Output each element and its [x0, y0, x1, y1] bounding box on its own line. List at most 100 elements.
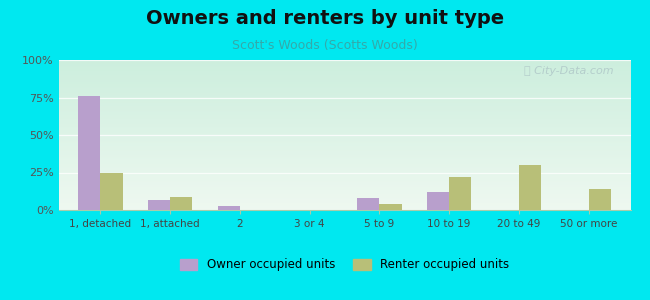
Bar	[58, 68, 630, 69]
Bar	[58, 185, 630, 186]
Bar	[58, 85, 630, 86]
Bar	[58, 209, 630, 210]
Bar	[58, 205, 630, 206]
Text: Scott's Woods (Scotts Woods): Scott's Woods (Scotts Woods)	[232, 39, 418, 52]
Bar	[58, 163, 630, 164]
Bar	[58, 153, 630, 154]
Bar	[58, 120, 630, 121]
Bar	[58, 188, 630, 189]
Bar	[58, 121, 630, 122]
Bar	[427, 192, 449, 210]
Bar	[58, 146, 630, 147]
Bar	[148, 200, 170, 210]
Bar	[58, 118, 630, 119]
Bar	[58, 64, 630, 65]
Bar	[58, 159, 630, 160]
Bar	[58, 81, 630, 82]
Bar	[58, 150, 630, 151]
Bar	[58, 198, 630, 199]
Bar	[58, 197, 630, 198]
Bar	[58, 137, 630, 138]
Bar	[589, 189, 611, 210]
Bar	[58, 95, 630, 96]
Bar	[58, 127, 630, 128]
Bar	[58, 176, 630, 177]
Bar	[58, 100, 630, 101]
Bar	[58, 119, 630, 120]
Bar	[58, 130, 630, 131]
Bar	[58, 196, 630, 197]
Bar	[58, 132, 630, 133]
Bar	[58, 177, 630, 178]
Bar	[58, 158, 630, 159]
Bar	[58, 125, 630, 126]
Bar	[58, 118, 630, 119]
Bar	[58, 162, 630, 163]
Bar	[58, 111, 630, 112]
Bar	[58, 200, 630, 201]
Bar	[58, 155, 630, 156]
Bar	[58, 71, 630, 72]
Bar	[58, 152, 630, 153]
Bar	[58, 195, 630, 196]
Bar	[58, 86, 630, 87]
Bar	[58, 113, 630, 114]
Bar	[58, 175, 630, 176]
Bar	[58, 70, 630, 71]
Bar	[58, 124, 630, 125]
Bar	[58, 183, 630, 184]
Bar	[58, 74, 630, 75]
Bar	[58, 91, 630, 92]
Bar	[58, 99, 630, 100]
Bar	[58, 173, 630, 174]
Bar	[58, 123, 630, 124]
Bar	[58, 160, 630, 161]
Bar	[58, 145, 630, 146]
Bar	[58, 189, 630, 190]
Bar	[58, 187, 630, 188]
Bar	[58, 63, 630, 64]
Bar	[58, 76, 630, 77]
Bar	[58, 90, 630, 91]
Bar	[58, 193, 630, 194]
Bar	[58, 92, 630, 93]
Bar	[58, 133, 630, 134]
Bar	[58, 208, 630, 209]
Bar	[58, 135, 630, 136]
Bar	[58, 115, 630, 116]
Bar	[58, 69, 630, 70]
Bar	[58, 160, 630, 161]
Bar	[58, 98, 630, 99]
Bar	[58, 191, 630, 192]
Bar	[58, 75, 630, 76]
Bar	[100, 172, 123, 210]
Bar	[58, 167, 630, 168]
Bar	[58, 88, 630, 89]
Bar	[58, 194, 630, 195]
Bar	[58, 60, 630, 61]
Bar	[58, 156, 630, 157]
Bar	[58, 169, 630, 170]
Bar	[218, 206, 240, 210]
Bar	[58, 184, 630, 185]
Bar	[58, 131, 630, 132]
Bar	[58, 142, 630, 143]
Bar	[58, 192, 630, 193]
Bar	[58, 170, 630, 171]
Bar	[58, 207, 630, 208]
Bar	[58, 136, 630, 137]
Bar	[58, 61, 630, 62]
Text: Ⓣ City-Data.com: Ⓣ City-Data.com	[524, 66, 614, 76]
Bar	[58, 141, 630, 142]
Bar	[58, 147, 630, 148]
Bar	[519, 165, 541, 210]
Bar	[58, 89, 630, 90]
Text: Owners and renters by unit type: Owners and renters by unit type	[146, 9, 504, 28]
Bar	[58, 129, 630, 130]
Bar	[58, 82, 630, 83]
Bar	[58, 166, 630, 167]
Bar	[78, 96, 100, 210]
Bar	[58, 206, 630, 207]
Bar	[58, 67, 630, 68]
Bar	[58, 168, 630, 169]
